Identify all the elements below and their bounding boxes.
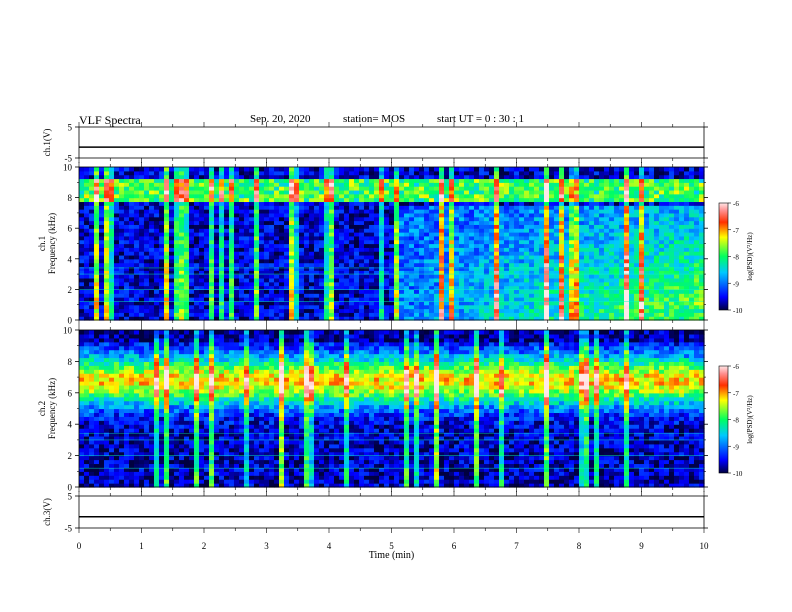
y-tick-label: 10	[63, 326, 73, 336]
colorbar-label: log(PSD)(V²/Hz)	[746, 395, 754, 444]
x-tick-label: 1	[139, 541, 144, 551]
y-axis-label: ch.3(V)	[42, 498, 52, 526]
y-tick-label: 4	[68, 420, 73, 430]
x-tick-label: 3	[264, 541, 269, 551]
start-time-label: start UT = 0 : 30 : 1	[437, 113, 524, 125]
colorbar-label: log(PSD)(V²/Hz)	[746, 232, 754, 281]
x-tick-label: 9	[639, 541, 644, 551]
y-axis-label: Frequency (kHz)	[47, 378, 57, 439]
chart-title: VLF Spectra	[79, 113, 141, 127]
station-label: station= MOS	[343, 113, 406, 125]
spectrogram-cells-ch1	[79, 167, 705, 321]
colorbar-tick-label: -10	[733, 470, 743, 478]
colorbar-tick-label: -8	[733, 254, 739, 262]
y-axis-label: ch.1	[37, 236, 47, 251]
colorbar-tick-label: -7	[733, 390, 739, 398]
colorbar-tick-label: -6	[733, 200, 739, 208]
colorbar-tick-label: -7	[733, 227, 739, 235]
y-tick-label: 8	[68, 193, 73, 203]
y-tick-label: 0	[68, 316, 73, 326]
x-tick-label: 0	[77, 541, 82, 551]
panel-frame	[78, 495, 705, 529]
colorbar	[718, 365, 729, 474]
x-tick-label: 6	[452, 541, 457, 551]
y-tick-label: 5	[68, 492, 73, 502]
x-axis-label: Time (min)	[369, 550, 414, 561]
colorbar-tick-label: -9	[733, 443, 739, 451]
panel-frame	[78, 126, 705, 159]
colorbar-tick-label: -10	[733, 307, 743, 315]
x-tick-label: 5	[389, 541, 394, 551]
colorbar-tick-label: -8	[733, 417, 739, 425]
y-tick-label: 2	[68, 285, 73, 295]
y-tick-label: 0	[68, 483, 73, 493]
date-label: Sep. 20, 2020	[250, 113, 311, 125]
colorbar-tick-label: -9	[733, 280, 739, 288]
x-tick-label: 10	[700, 541, 710, 551]
y-tick-label: 8	[68, 357, 73, 367]
x-tick-label: 7	[514, 541, 519, 551]
y-tick-label: -5	[65, 524, 73, 534]
y-tick-label: 6	[68, 388, 73, 398]
colorbar	[718, 202, 729, 311]
spectrogram-cells-ch2	[79, 330, 705, 488]
y-tick-label: 6	[68, 224, 73, 234]
y-tick-label: 2	[68, 451, 73, 461]
y-tick-label: 10	[63, 163, 73, 173]
colorbar-tick-label: -6	[733, 363, 739, 371]
x-tick-label: 4	[327, 541, 332, 551]
x-tick-label: 2	[202, 541, 207, 551]
y-axis-label: ch.2	[37, 401, 47, 416]
y-tick-label: -5	[65, 154, 73, 164]
y-tick-label: 5	[68, 123, 73, 133]
y-tick-label: 4	[68, 254, 73, 264]
x-tick-label: 8	[577, 541, 582, 551]
y-axis-label: Frequency (kHz)	[47, 213, 57, 274]
y-axis-label: ch.1(V)	[42, 129, 52, 157]
